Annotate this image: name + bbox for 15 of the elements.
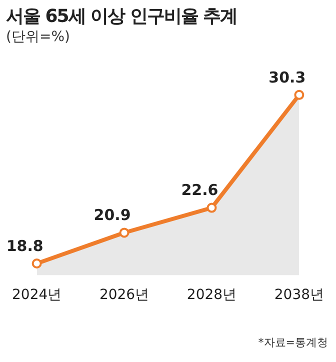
chart-subtitle: (단위=%)	[6, 28, 70, 46]
point	[206, 202, 217, 213]
point	[294, 90, 304, 100]
data-label: 20.9	[94, 206, 131, 224]
x-tick-label: 2038년	[274, 287, 324, 304]
x-tick-label: 2026년	[99, 287, 150, 304]
x-tick-label: 2024년	[12, 287, 62, 304]
annotation: *자료=통계청	[258, 335, 328, 350]
point	[119, 228, 130, 238]
data-label: 22.6	[181, 181, 218, 200]
point	[32, 258, 42, 268]
x-tick-label: 2028년	[186, 287, 237, 304]
data-label: 18.8	[6, 236, 44, 255]
data-label: 30.3	[268, 68, 306, 86]
chart-title: 서울 65세 이상 인구비율 추계	[6, 5, 238, 28]
